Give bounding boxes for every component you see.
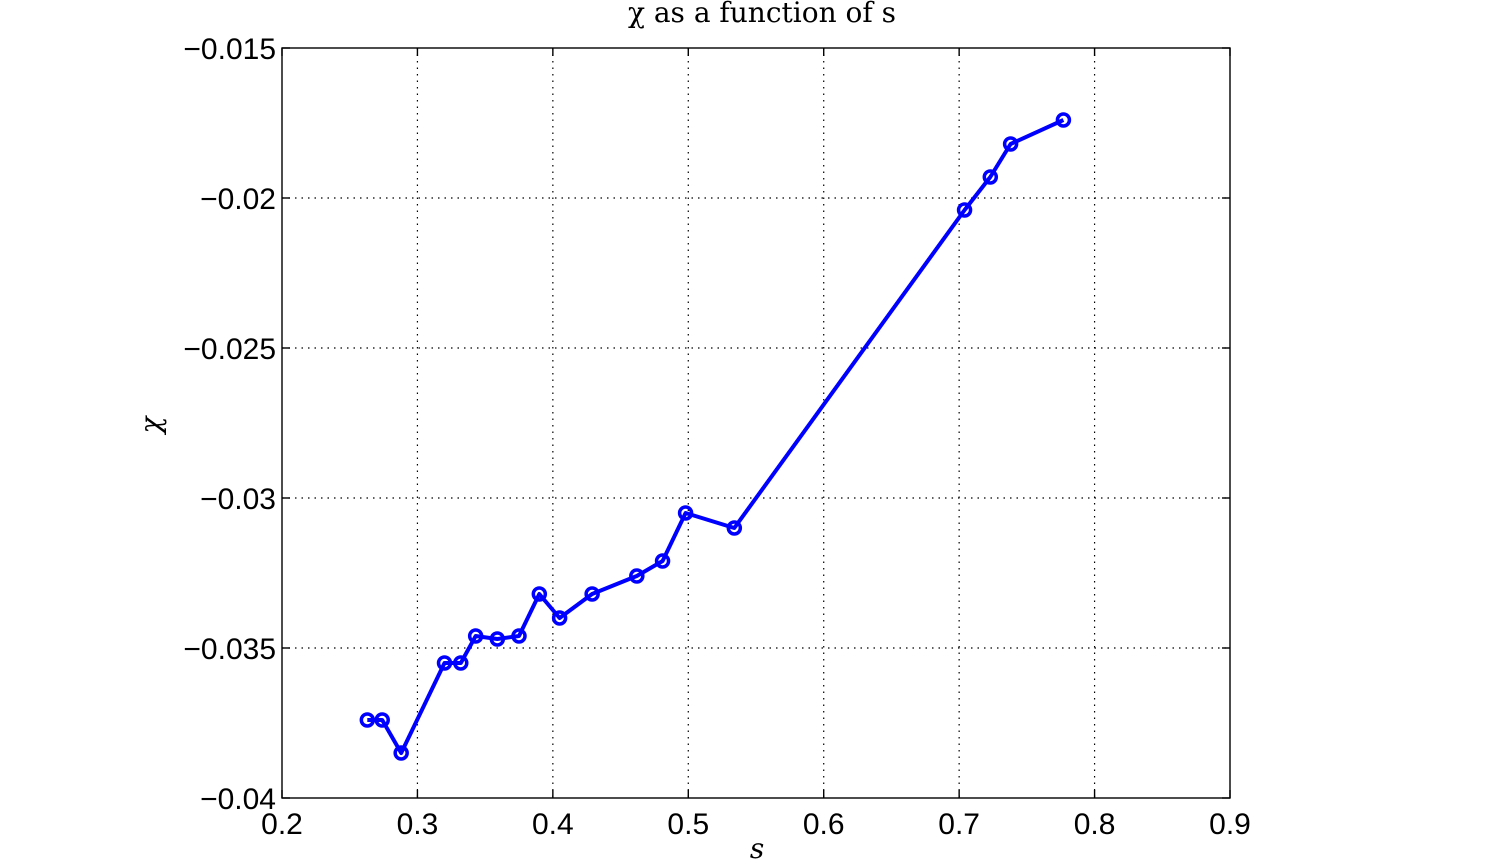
data-point	[629, 568, 645, 584]
x-tick-label: 0.8	[1074, 808, 1116, 841]
y-tick-label: −0.04	[200, 783, 276, 816]
data-point	[359, 712, 376, 728]
x-axis: 0.2 0.3 0.4 0.5 0.6 0.7 0.8 0.9	[261, 48, 1251, 841]
data-point	[654, 553, 671, 569]
data-point	[393, 745, 409, 761]
data-point	[551, 610, 568, 626]
data-point	[1002, 136, 1019, 152]
y-tick-label: −0.02	[200, 183, 276, 216]
series-layer	[359, 112, 1072, 761]
data-point	[467, 628, 484, 644]
data-point	[677, 505, 694, 521]
data-point	[511, 628, 527, 644]
y-tick-label: −0.015	[183, 33, 276, 66]
x-axis-label: s	[750, 832, 764, 865]
x-tick-label: 0.5	[667, 808, 709, 841]
data-point	[982, 169, 999, 185]
data-point	[489, 631, 506, 647]
y-axis-label: χ	[134, 414, 167, 435]
x-tick-label: 0.3	[397, 808, 439, 841]
data-point	[956, 202, 973, 218]
y-axis: −0.015 −0.02 −0.025 −0.03 −0.035 −0.04	[183, 33, 1230, 816]
data-point	[453, 655, 469, 671]
y-tick-label: −0.025	[183, 333, 276, 366]
data-point	[726, 520, 743, 536]
x-tick-label: 0.2	[261, 808, 303, 841]
data-point	[436, 655, 453, 671]
data-point	[584, 586, 600, 602]
y-tick-label: −0.035	[183, 633, 276, 666]
x-tick-label: 0.9	[1209, 808, 1251, 841]
data-point	[1055, 112, 1072, 128]
grid	[282, 48, 1230, 798]
x-tick-label: 0.6	[803, 808, 845, 841]
data-point	[374, 712, 390, 728]
y-tick-label: −0.03	[200, 483, 276, 516]
chart-title: χ as a function of s	[628, 0, 896, 29]
x-tick-label: 0.4	[532, 808, 574, 841]
plot-area-frame	[281, 47, 1231, 799]
series-line	[367, 118, 1065, 755]
data-point	[531, 586, 548, 602]
x-tick-label: 0.7	[938, 808, 980, 841]
